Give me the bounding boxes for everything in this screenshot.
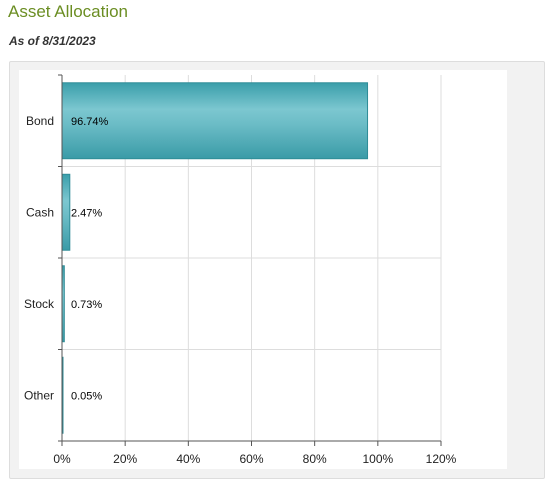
category-label-stock: Stock [24,297,55,311]
category-label-other: Other [24,388,54,402]
x-tick-label: 20% [113,452,137,466]
labels: Bond 96.74% Cash 2.47% Stock 0.73% Other 0.05% 0… [24,114,457,466]
x-tick-label: 60% [239,452,263,466]
chart-title: Asset Allocation [8,2,129,21]
x-tick-label: 40% [176,452,200,466]
data-label-cash: 2.47% [71,207,102,219]
as-of-date: As of 8/31/2023 [9,34,96,48]
category-label-cash: Cash [26,205,54,219]
x-tick-label: 100% [362,452,393,466]
x-tick-label: 80% [303,452,327,466]
category-label-bond: Bond [26,114,54,128]
data-label-other: 0.05% [71,390,102,402]
data-label-stock: 0.73% [71,299,102,311]
x-tick-label: 120% [426,452,457,466]
data-label-bond: 96.74% [71,116,109,128]
x-tick-label: 0% [53,452,71,466]
bar-cash [61,173,71,251]
axes [58,74,442,446]
